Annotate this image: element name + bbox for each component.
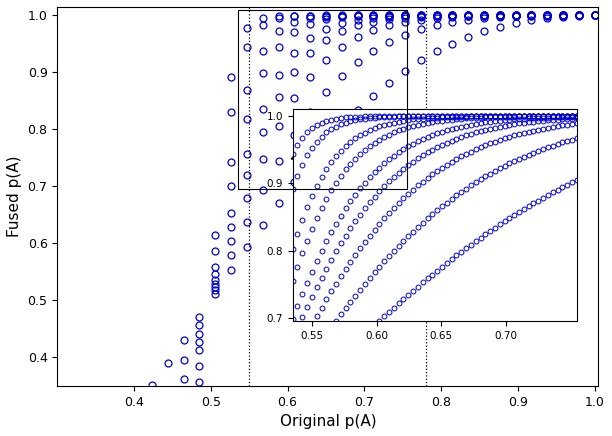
Y-axis label: Fused p(A): Fused p(A) — [7, 156, 22, 237]
Bar — [237, 10, 406, 189]
X-axis label: Original p(A): Original p(A) — [280, 414, 376, 429]
Text: Sampling: Sampling — [292, 118, 395, 159]
